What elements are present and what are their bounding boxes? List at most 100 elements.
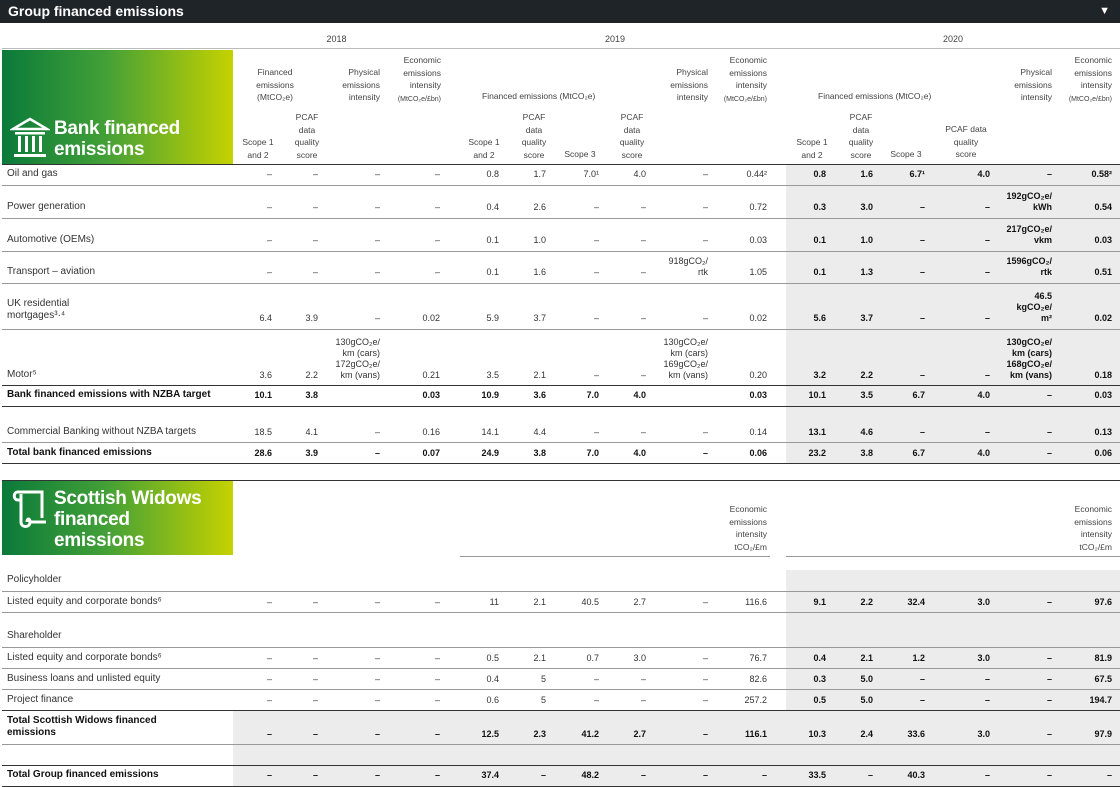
bank-cell: 24.9 bbox=[481, 448, 499, 458]
bank-cell: 2.2 bbox=[860, 370, 873, 380]
bank-cell: 13.1 bbox=[808, 427, 826, 437]
bank-heading-line2: emissions bbox=[54, 139, 145, 160]
bank-cell: 0.21 bbox=[422, 370, 440, 380]
sw-cell: – bbox=[640, 674, 646, 684]
bank-cell: 3.0 bbox=[860, 202, 873, 212]
sw-header-rule-2020 bbox=[786, 556, 1120, 557]
bank-cell: – bbox=[434, 202, 440, 212]
chevron-down-icon[interactable]: ▼ bbox=[1099, 5, 1110, 17]
bank-cell: – bbox=[919, 370, 925, 380]
sw-cell: 76.7 bbox=[749, 653, 767, 663]
bank-cell: – bbox=[984, 427, 990, 437]
sw-cell: 0.5 bbox=[813, 695, 826, 705]
sw-cell: 0.3 bbox=[813, 674, 826, 684]
bank-cell: – bbox=[702, 235, 708, 245]
sw-cell: – bbox=[434, 729, 440, 739]
section-header[interactable]: Group financed emissions ▼ bbox=[0, 0, 1120, 23]
bank-cell: 0.1 bbox=[813, 235, 826, 245]
sw-row-label: Project finance bbox=[7, 694, 74, 705]
year-2018: 2018 bbox=[326, 34, 347, 44]
sw-cell: 40.3 bbox=[907, 770, 925, 780]
row-divider bbox=[2, 744, 1120, 745]
sw-hdr-2020-economic: Economic emissions intensity tCO₂/£m bbox=[1074, 504, 1112, 552]
bank-cell: 4.0 bbox=[633, 448, 646, 458]
bank-building-icon bbox=[10, 117, 50, 157]
hdr-2019-pcaf1: PCAF data quality score bbox=[521, 112, 547, 160]
bank-cell: 1.6 bbox=[533, 267, 546, 277]
bank-cell: 18.5 bbox=[254, 427, 272, 437]
bank-cell: 0.20 bbox=[749, 370, 767, 380]
sw-cell: – bbox=[374, 653, 380, 663]
bank-cell: – bbox=[266, 267, 272, 277]
sw-cell: 2.7 bbox=[633, 597, 646, 607]
bank-cell: – bbox=[374, 202, 380, 212]
sw-cell: 41.2 bbox=[581, 729, 599, 739]
bank-cell: – bbox=[919, 267, 925, 277]
bank-cell: 192gCO₂e/kWh bbox=[1006, 191, 1052, 212]
sw-cell: – bbox=[434, 597, 440, 607]
bank-cell: – bbox=[640, 370, 646, 380]
bank-cell: 28.6 bbox=[254, 448, 272, 458]
year-divider bbox=[2, 48, 1120, 49]
bank-row-label: Commercial Banking without NZBA targets bbox=[7, 426, 196, 437]
bank-cell: 0.03 bbox=[422, 390, 440, 400]
sw-cell: 82.6 bbox=[749, 674, 767, 684]
bank-cell: – bbox=[374, 427, 380, 437]
scroll-icon bbox=[12, 490, 46, 528]
bank-cell: – bbox=[593, 267, 599, 277]
sw-cell: – bbox=[434, 695, 440, 705]
bank-row-label: Oil and gas bbox=[7, 168, 58, 179]
bank-cell: 10.9 bbox=[481, 390, 499, 400]
bank-cell: – bbox=[374, 313, 380, 323]
row-divider bbox=[2, 689, 1120, 690]
bank-cell: 10.1 bbox=[254, 390, 272, 400]
bank-cell: 0.03 bbox=[1094, 390, 1112, 400]
bank-cell: – bbox=[312, 235, 318, 245]
bank-cell: 3.2 bbox=[813, 370, 826, 380]
sw-header-rule-2019 bbox=[460, 556, 770, 557]
bank-cell: 1.0 bbox=[860, 235, 873, 245]
row-divider bbox=[2, 442, 1120, 443]
bank-shade-2020 bbox=[786, 164, 1120, 464]
bank-cell: 918gCO₂/rtk bbox=[668, 256, 708, 277]
sw-cell: – bbox=[867, 770, 873, 780]
hdr-2020-pcaf2: PCAF data quality score bbox=[945, 124, 987, 159]
bank-cell: – bbox=[266, 202, 272, 212]
bank-cell: – bbox=[312, 267, 318, 277]
sw-cell: – bbox=[434, 674, 440, 684]
sw-row-label: Listed equity and corporate bonds⁶ bbox=[7, 652, 162, 663]
bank-cell: – bbox=[984, 235, 990, 245]
sw-cell: 0.7 bbox=[586, 653, 599, 663]
bank-cell: 4.6 bbox=[860, 427, 873, 437]
bank-cell: – bbox=[1046, 427, 1052, 437]
bank-cell: – bbox=[919, 313, 925, 323]
row-divider bbox=[2, 283, 1120, 284]
bank-cell: – bbox=[374, 448, 380, 458]
bank-cell: 0.06 bbox=[749, 448, 767, 458]
bank-cell: 46.5 kgCO₂e/m² bbox=[1016, 291, 1052, 323]
row-divider bbox=[2, 463, 1120, 464]
bank-cell: – bbox=[919, 235, 925, 245]
bank-cell: 6.7 bbox=[912, 390, 925, 400]
bank-cell: 0.14 bbox=[749, 427, 767, 437]
bank-row-label: Transport – aviation bbox=[7, 266, 96, 277]
bank-cell: 23.2 bbox=[808, 448, 826, 458]
sw-cell: 116.6 bbox=[745, 597, 767, 607]
sw-heading-line2: financed bbox=[54, 509, 130, 530]
sw-cell: – bbox=[312, 597, 318, 607]
bank-row-label: Automotive (OEMs) bbox=[7, 234, 95, 245]
bank-row-label: Power generation bbox=[7, 201, 86, 212]
bank-cell: 1.7 bbox=[533, 169, 546, 179]
bank-cell: – bbox=[919, 427, 925, 437]
bank-cell: 0.8 bbox=[813, 169, 826, 179]
hdr-2019-financed: Financed emissions (MtCO₂e) bbox=[482, 91, 596, 101]
sw-cell: 116.1 bbox=[744, 729, 767, 739]
bank-cell: – bbox=[640, 267, 646, 277]
sw-cell: – bbox=[266, 653, 272, 663]
sw-cell: – bbox=[266, 695, 272, 705]
sw-cell: – bbox=[312, 653, 318, 663]
sw-cell: – bbox=[1046, 770, 1052, 780]
sw-cell: 0.5 bbox=[486, 653, 499, 663]
sw-cell: – bbox=[702, 653, 708, 663]
bank-cell: – bbox=[1046, 390, 1052, 400]
